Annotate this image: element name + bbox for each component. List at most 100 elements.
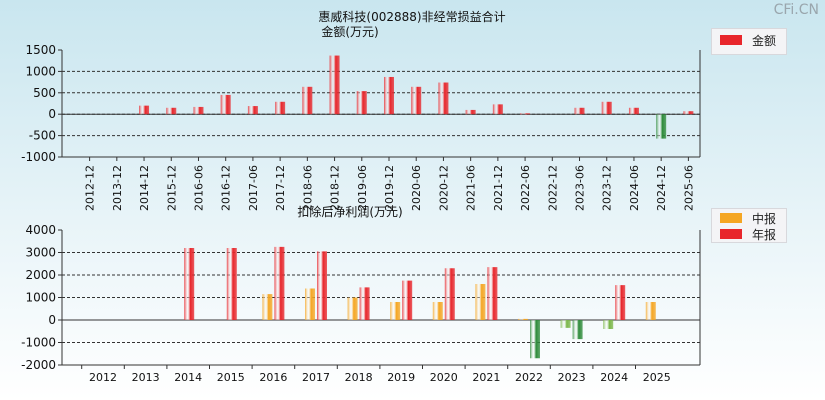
chart1-xtick-label: 2015-12	[165, 165, 178, 211]
chart1-ytick-label: -1000	[21, 150, 56, 164]
chart2-bar-annual	[572, 320, 583, 340]
chart1-bar	[275, 101, 286, 115]
chart2-xtick-label: 2022	[515, 371, 543, 384]
chart2-bar-annual	[184, 248, 195, 320]
chart2-xtick-label: 2015	[217, 371, 245, 384]
chart1-xtick-label: 2012-12	[84, 165, 97, 211]
chart1-xtick-label: 2023-06	[574, 165, 587, 211]
legend-label-annual: 年报	[752, 227, 777, 242]
chart1-subtitle: 金额(万元)	[321, 24, 378, 39]
chart2-bar-interim	[560, 320, 571, 328]
legend-item-annual: 年报	[712, 226, 786, 242]
chart1-xtick-label: 2022-12	[546, 165, 559, 211]
chart1-bar	[601, 101, 612, 115]
chart1-ytick-label: 1000	[25, 64, 56, 78]
chart2-bar-annual	[615, 285, 626, 320]
chart1-bar	[465, 109, 476, 115]
chart2-xtick-label: 2019	[387, 371, 415, 384]
chart1-ytick-label: 500	[33, 86, 56, 100]
chart1-bar	[411, 86, 422, 115]
chart2-xtick-label: 2013	[132, 371, 160, 384]
chart2-bar-interim	[305, 288, 315, 320]
chart1-bar	[302, 86, 313, 115]
chart2-bar-interim	[347, 297, 358, 320]
chart2-ytick-label: 3000	[25, 246, 56, 260]
chart2-bar-annual	[402, 280, 413, 320]
legend-top: 金额	[711, 28, 787, 55]
legend-label-interim: 中报	[752, 211, 777, 226]
chart1-xtick-label: 2013-12	[111, 165, 124, 211]
chart2-bar-interim	[518, 318, 528, 320]
chart1-bar	[574, 107, 585, 115]
chart1-bar	[220, 94, 231, 115]
chart2-bar-interim	[645, 302, 656, 320]
chart1-xtick-label: 2021-06	[465, 165, 478, 211]
chart1-xtick-label: 2018-12	[329, 165, 342, 211]
watermark: CFi.CN	[773, 2, 819, 18]
chart2-ytick-label: 1000	[25, 291, 56, 305]
chart2-xtick-label: 2024	[600, 371, 628, 384]
chart1-xtick-label: 2019-12	[383, 165, 396, 211]
chart1-xtick-label: 2017-12	[274, 165, 287, 211]
chart1-xtick-label: 2024-12	[655, 165, 668, 211]
chart1-xtick-label: 2016-12	[220, 165, 233, 211]
chart2-bar-annual	[530, 320, 540, 359]
chart1-xtick-label: 2017-06	[247, 165, 260, 211]
chart1-xtick-label: 2023-12	[601, 165, 614, 211]
chart2-ytick-label: -1000	[21, 336, 56, 350]
legend-item-interim: 中报	[712, 210, 786, 226]
chart1-xtick-label: 2025-06	[682, 165, 695, 211]
chart1-xtick-label: 2014-12	[138, 165, 151, 211]
chart2-xtick-label: 2021	[472, 371, 500, 384]
legend-swatch-interim	[720, 213, 742, 223]
chart1-bar	[683, 111, 694, 115]
chart2-ytick-label: 2000	[25, 268, 56, 282]
chart2-bar-annual	[487, 267, 498, 320]
chart2-ytick-label: 4000	[25, 223, 56, 237]
chart2-bar-interim	[432, 302, 443, 320]
chart1-bar	[139, 105, 150, 115]
chart2-ytick-label: 0	[48, 313, 56, 327]
legend-item-amount: 金额	[712, 32, 786, 48]
chart1-bar	[329, 55, 340, 115]
chart2-bar-annual	[226, 248, 237, 320]
chart1-bar	[656, 114, 667, 139]
chart1-ytick-label: -500	[29, 129, 56, 143]
chart1-xtick-label: 2019-06	[356, 165, 369, 211]
chart2-bar-interim	[390, 302, 401, 320]
chart1-ytick-label: 1500	[25, 43, 56, 57]
chart2-bar-interim	[475, 284, 486, 320]
chart1-bar	[166, 107, 177, 115]
chart2-ytick-label: -2000	[21, 358, 56, 372]
chart2-xtick-label: 2020	[430, 371, 458, 384]
chart1-bar	[193, 106, 204, 115]
chart1-bar	[492, 104, 503, 115]
chart2-bar-annual	[274, 246, 285, 320]
chart1-bar	[384, 76, 394, 115]
chart2-xtick-label: 2016	[259, 371, 287, 384]
chart1-bar	[520, 113, 531, 115]
chart1-xtick-label: 2022-06	[519, 165, 532, 211]
legend-swatch-annual	[720, 229, 742, 239]
chart1-xtick-label: 2020-12	[437, 165, 450, 211]
chart2-bar-interim	[603, 320, 614, 329]
chart2-xtick-label: 2014	[174, 371, 202, 384]
legend-label-amount: 金额	[752, 33, 777, 48]
chart1-bar	[628, 107, 639, 115]
chart1-xtick-label: 2020-06	[410, 165, 423, 211]
chart2-title: 扣除后净利润(万元)	[297, 204, 402, 219]
chart1-bar	[356, 91, 367, 115]
chart2-bar-annual	[444, 268, 455, 320]
legend-bottom: 中报 年报	[711, 208, 787, 243]
legend-swatch-amount	[720, 35, 742, 45]
chart2-xtick-label: 2018	[345, 371, 373, 384]
chart1-xtick-label: 2016-06	[192, 165, 205, 211]
chart2-xtick-label: 2012	[89, 371, 117, 384]
chart2-bar-annual	[359, 287, 370, 320]
chart2-bar-interim	[262, 294, 273, 320]
chart1-bar	[247, 106, 258, 115]
chart1-bar	[438, 82, 449, 115]
chart1-xtick-label: 2018-06	[301, 165, 314, 211]
chart1-ytick-label: 0	[48, 107, 56, 121]
